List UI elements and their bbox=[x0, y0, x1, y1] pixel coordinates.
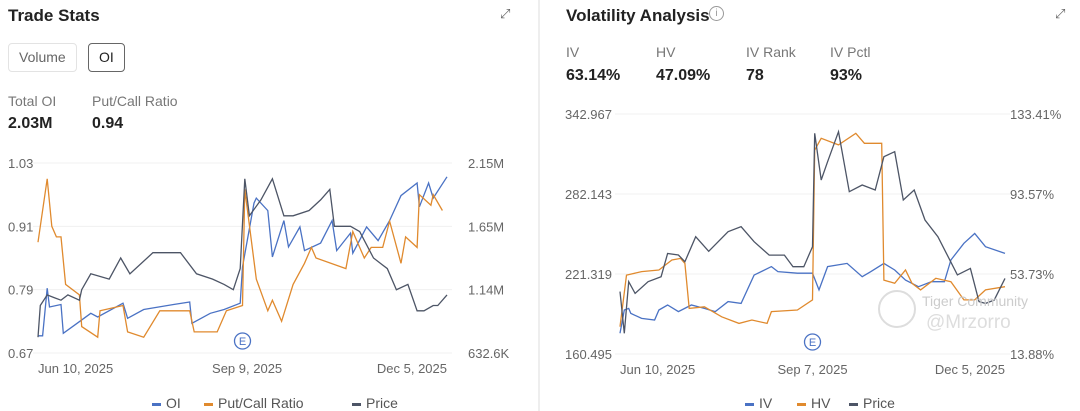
right-axis-tick: 93.57% bbox=[1010, 187, 1055, 202]
right-axis-tick: 133.41% bbox=[1010, 107, 1062, 122]
legend-swatch bbox=[745, 403, 754, 406]
total-oi-value: 2.03M bbox=[8, 115, 53, 132]
left-axis-tick: 342.967 bbox=[565, 107, 612, 122]
left-axis-tick: 0.67 bbox=[8, 346, 33, 361]
x-axis-tick: Sep 9, 2025 bbox=[212, 361, 282, 376]
x-axis-tick: Jun 10, 2025 bbox=[38, 361, 113, 376]
iv-pctl-value: 93% bbox=[830, 67, 863, 84]
iv-label: IV bbox=[566, 44, 580, 60]
legend-item: Price bbox=[366, 395, 398, 411]
series-line-oi bbox=[38, 176, 448, 337]
watermark-user: @Mrzorro bbox=[926, 312, 1011, 333]
volatility-title: Volatility Analysis bbox=[566, 6, 710, 25]
trade-stats-chart: 1.03 2.15M 0.91 1.65M 0.79 1.14M 0.67 632.6K Jun… bbox=[8, 156, 510, 411]
info-icon[interactable]: i bbox=[709, 6, 724, 21]
legend-swatch bbox=[797, 403, 806, 406]
panel-divider bbox=[538, 0, 540, 411]
right-axis-tick: 53.73% bbox=[1010, 267, 1055, 282]
iv-rank-label: IV Rank bbox=[746, 44, 796, 60]
legend-swatch bbox=[204, 403, 213, 406]
tab-volume[interactable]: Volume bbox=[8, 43, 77, 72]
legend-swatch bbox=[152, 403, 161, 406]
series-line-price bbox=[37, 177, 448, 338]
trade-stats-title: Trade Stats bbox=[8, 6, 100, 25]
legend-item: IV bbox=[759, 395, 773, 411]
expand-icon[interactable]: ⤢ bbox=[500, 6, 511, 21]
legend-item: Price bbox=[863, 395, 895, 411]
left-axis-tick: 282.143 bbox=[565, 187, 612, 202]
legend-item: Put/Call Ratio bbox=[218, 395, 304, 411]
tab-oi[interactable]: OI bbox=[88, 43, 125, 72]
left-axis-tick: 1.03 bbox=[8, 156, 33, 171]
x-axis-tick: Sep 7, 2025 bbox=[777, 362, 847, 377]
series-line-put-call-ratio bbox=[37, 178, 443, 339]
series-line-price bbox=[619, 129, 1006, 334]
legend-item: OI bbox=[166, 395, 181, 411]
volatility-chart: 342.967 133.41% 282.143 93.57% 221.319 53.73%… bbox=[565, 107, 1062, 411]
earnings-marker-label: E bbox=[809, 337, 816, 349]
x-axis-tick: Dec 5, 2025 bbox=[377, 361, 447, 376]
iv-value: 63.14% bbox=[566, 67, 621, 84]
iv-rank-value: 78 bbox=[746, 67, 764, 84]
legend-swatch bbox=[352, 403, 361, 406]
hv-label: HV bbox=[656, 44, 676, 60]
right-axis-tick: 1.14M bbox=[468, 283, 504, 298]
left-axis-tick: 0.91 bbox=[8, 219, 33, 234]
x-axis-tick: Dec 5, 2025 bbox=[935, 362, 1005, 377]
left-axis-tick: 0.79 bbox=[8, 283, 33, 298]
x-axis-tick: Jun 10, 2025 bbox=[620, 362, 695, 377]
legend-swatch bbox=[849, 403, 858, 406]
expand-icon[interactable]: ⤢ bbox=[1055, 6, 1066, 21]
legend-item: HV bbox=[811, 395, 831, 411]
series-line-iv bbox=[619, 232, 1006, 334]
earnings-marker-icon bbox=[233, 332, 252, 350]
left-axis-tick: 221.319 bbox=[565, 267, 612, 282]
right-axis-tick: 632.6K bbox=[468, 346, 510, 361]
earnings-marker-label: E bbox=[239, 336, 246, 348]
tiger-logo-watermark bbox=[878, 290, 916, 328]
right-axis-tick: 2.15M bbox=[468, 156, 504, 171]
put-call-ratio-value: 0.94 bbox=[92, 115, 124, 132]
left-axis-tick: 160.495 bbox=[565, 347, 612, 362]
earnings-marker-icon bbox=[803, 333, 822, 351]
put-call-ratio-label: Put/Call Ratio bbox=[92, 93, 178, 109]
right-axis-tick: 13.88% bbox=[1010, 347, 1055, 362]
watermark-brand: Tiger Community bbox=[922, 293, 1029, 309]
total-oi-label: Total OI bbox=[8, 93, 57, 109]
iv-pctl-label: IV Pctl bbox=[830, 44, 871, 60]
right-axis-tick: 1.65M bbox=[468, 219, 504, 234]
hv-value: 47.09% bbox=[656, 67, 711, 84]
